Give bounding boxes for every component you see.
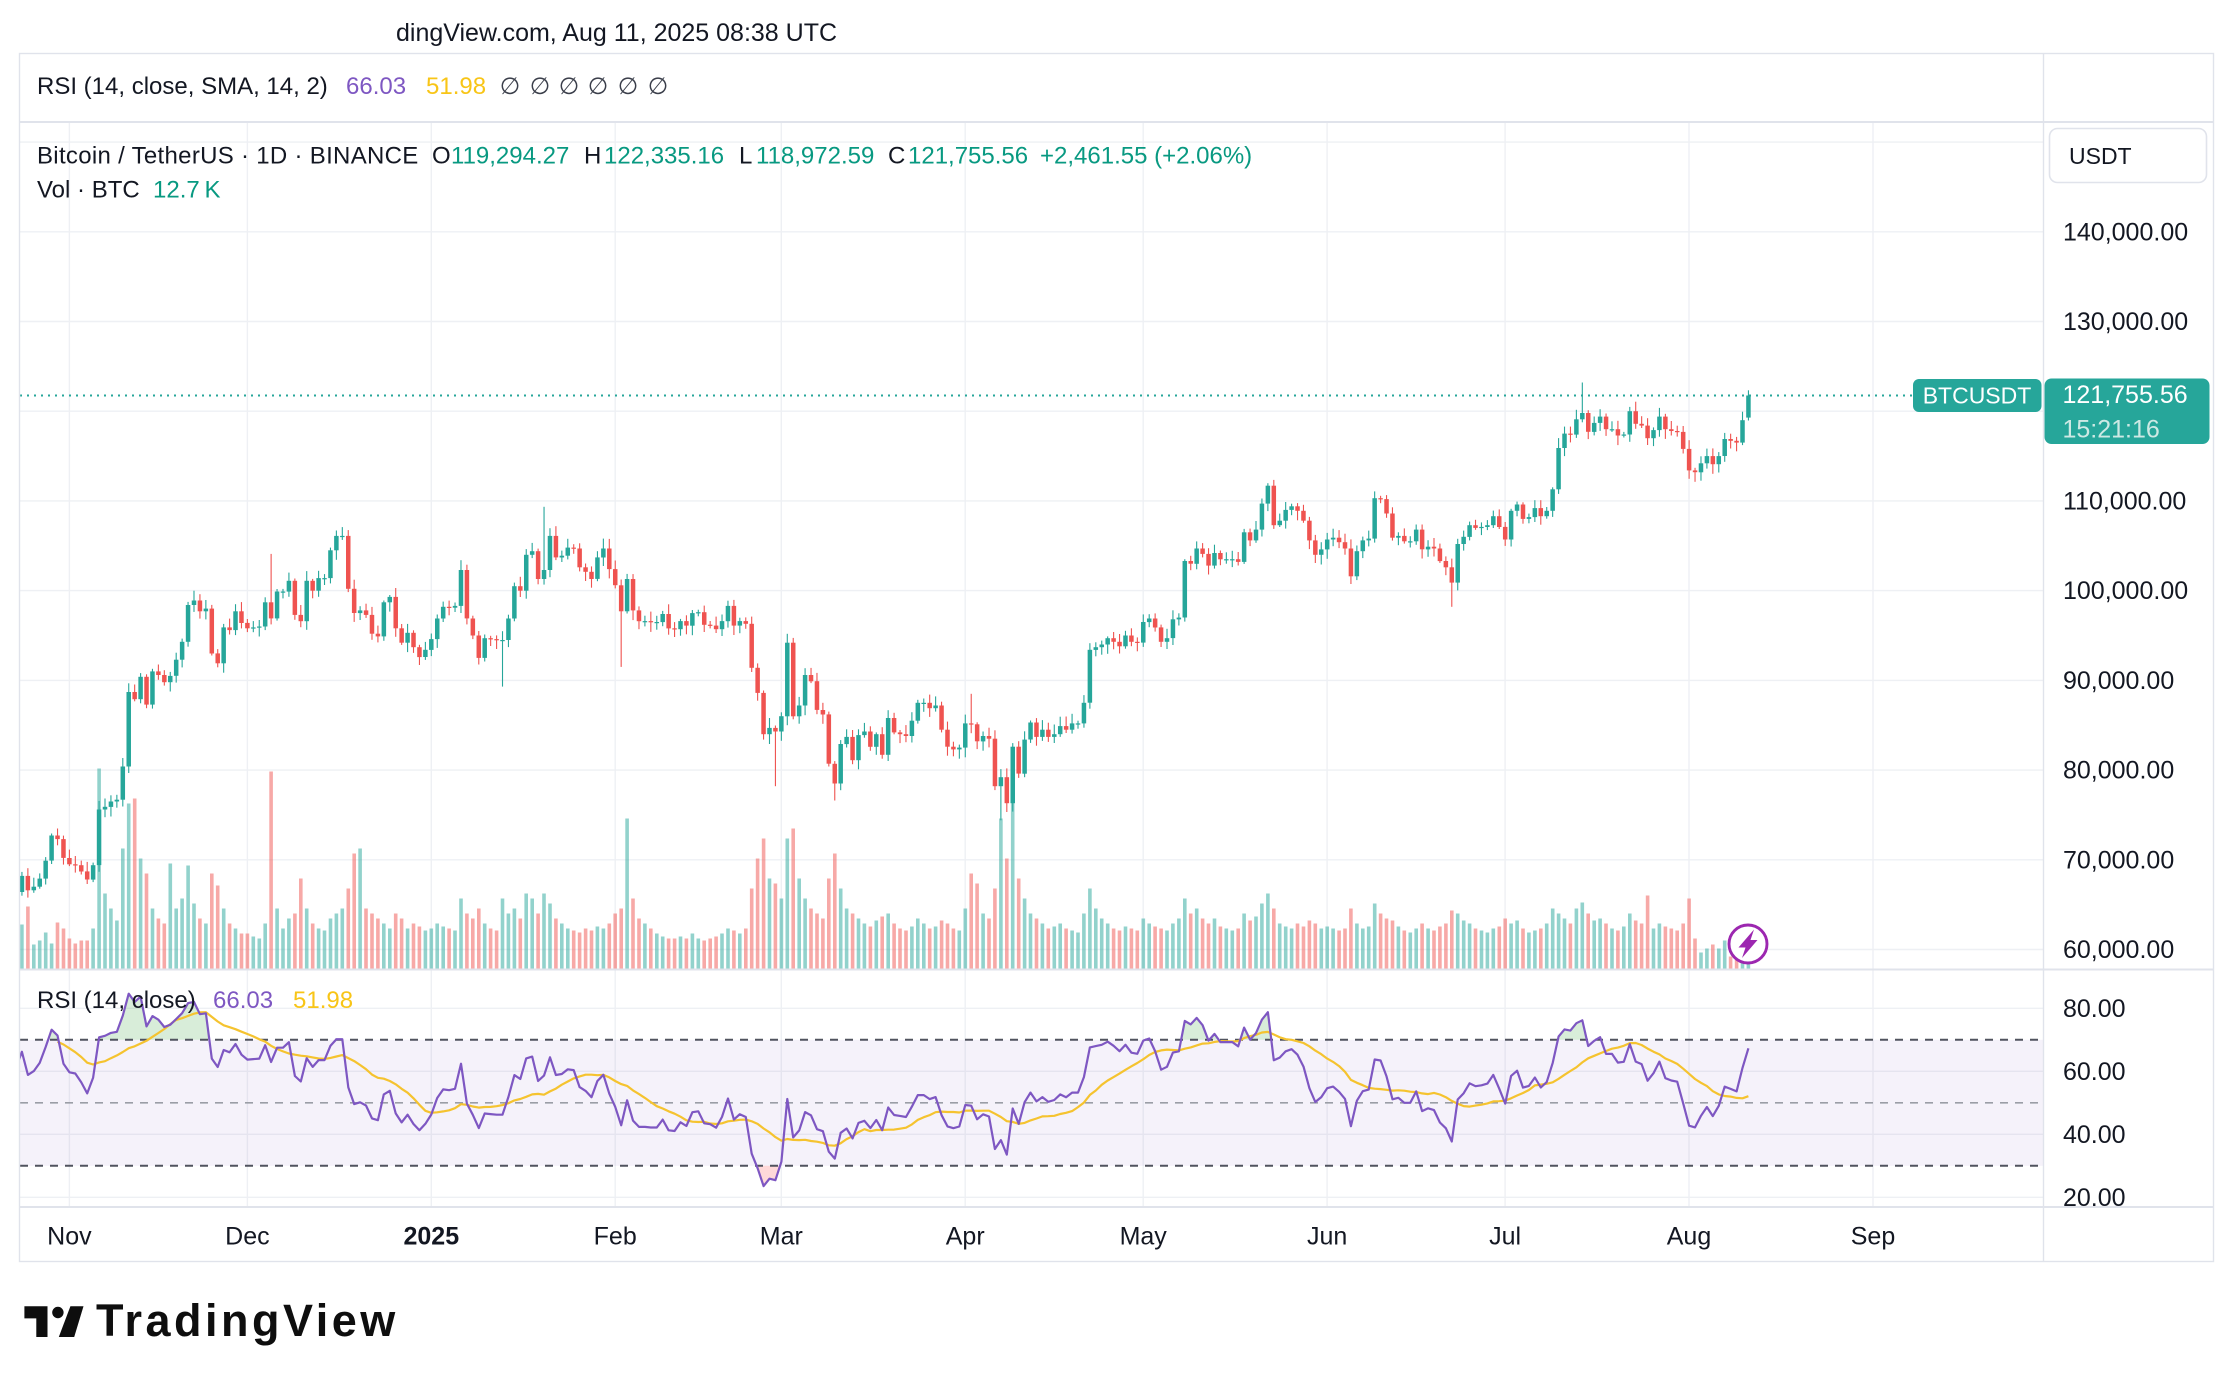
svg-text:51.98: 51.98 xyxy=(293,987,353,1014)
svg-text:dingView.com, Aug 11, 2025 08:: dingView.com, Aug 11, 2025 08:38 UTC xyxy=(396,19,837,47)
svg-text:110,000.00: 110,000.00 xyxy=(2063,487,2186,515)
svg-text:Jun: Jun xyxy=(1307,1223,1347,1251)
svg-text:100,000.00: 100,000.00 xyxy=(2063,577,2188,605)
svg-text:2025: 2025 xyxy=(403,1223,459,1251)
svg-text:O: O xyxy=(432,143,451,170)
svg-text:20.00: 20.00 xyxy=(2063,1184,2126,1212)
svg-text:Mar: Mar xyxy=(760,1223,803,1251)
svg-text:Vol · BTC: Vol · BTC xyxy=(37,177,140,204)
svg-text:May: May xyxy=(1120,1223,1168,1251)
svg-text:∅: ∅ xyxy=(648,73,668,99)
svg-text:66.03: 66.03 xyxy=(346,73,406,100)
svg-text:USDT: USDT xyxy=(2069,143,2132,169)
svg-text:130,000.00: 130,000.00 xyxy=(2063,308,2188,336)
svg-text:80.00: 80.00 xyxy=(2063,995,2126,1023)
svg-text:140,000.00: 140,000.00 xyxy=(2063,218,2188,246)
svg-text:Nov: Nov xyxy=(47,1223,92,1251)
svg-text:∅: ∅ xyxy=(588,73,608,99)
svg-text:60,000.00: 60,000.00 xyxy=(2063,936,2174,964)
svg-text:66.03: 66.03 xyxy=(213,987,273,1014)
svg-text:121,755.56: 121,755.56 xyxy=(908,143,1028,170)
svg-text:∅: ∅ xyxy=(500,73,520,99)
svg-text:Bitcoin / TetherUS · 1D · BINA: Bitcoin / TetherUS · 1D · BINANCE xyxy=(37,143,419,170)
svg-text:RSI (14, close): RSI (14, close) xyxy=(37,987,196,1014)
svg-text:H: H xyxy=(584,143,601,170)
svg-text:RSI (14, close, SMA, 14, 2): RSI (14, close, SMA, 14, 2) xyxy=(37,73,328,100)
svg-text:60.00: 60.00 xyxy=(2063,1058,2126,1086)
svg-text:118,972.59: 118,972.59 xyxy=(756,143,874,170)
svg-text:70,000.00: 70,000.00 xyxy=(2063,846,2174,874)
svg-text:Sep: Sep xyxy=(1851,1223,1895,1251)
svg-text:80,000.00: 80,000.00 xyxy=(2063,757,2174,785)
svg-text:L: L xyxy=(739,143,752,170)
svg-text:BTCUSDT: BTCUSDT xyxy=(1923,383,2032,409)
svg-text:∅: ∅ xyxy=(530,73,550,99)
svg-text:∅: ∅ xyxy=(618,73,638,99)
svg-text:∅: ∅ xyxy=(559,73,579,99)
svg-text:40.00: 40.00 xyxy=(2063,1121,2126,1149)
svg-text:15:21:16: 15:21:16 xyxy=(2063,416,2160,444)
svg-text:12.7 K: 12.7 K xyxy=(153,177,221,204)
svg-text:51.98: 51.98 xyxy=(426,73,486,100)
svg-text:+2,461.55 (+2.06%): +2,461.55 (+2.06%) xyxy=(1040,143,1252,170)
svg-text:90,000.00: 90,000.00 xyxy=(2063,667,2174,695)
svg-text:Apr: Apr xyxy=(946,1223,985,1251)
svg-text:Jul: Jul xyxy=(1489,1223,1521,1251)
svg-text:121,755.56: 121,755.56 xyxy=(2063,381,2188,409)
svg-text:Aug: Aug xyxy=(1667,1223,1711,1251)
svg-text:TradingView: TradingView xyxy=(96,1295,399,1346)
svg-text:Feb: Feb xyxy=(594,1223,637,1251)
svg-text:119,294.27: 119,294.27 xyxy=(451,143,569,170)
svg-text:Dec: Dec xyxy=(225,1223,269,1251)
svg-text:122,335.16: 122,335.16 xyxy=(604,143,724,170)
svg-text:C: C xyxy=(888,143,905,170)
